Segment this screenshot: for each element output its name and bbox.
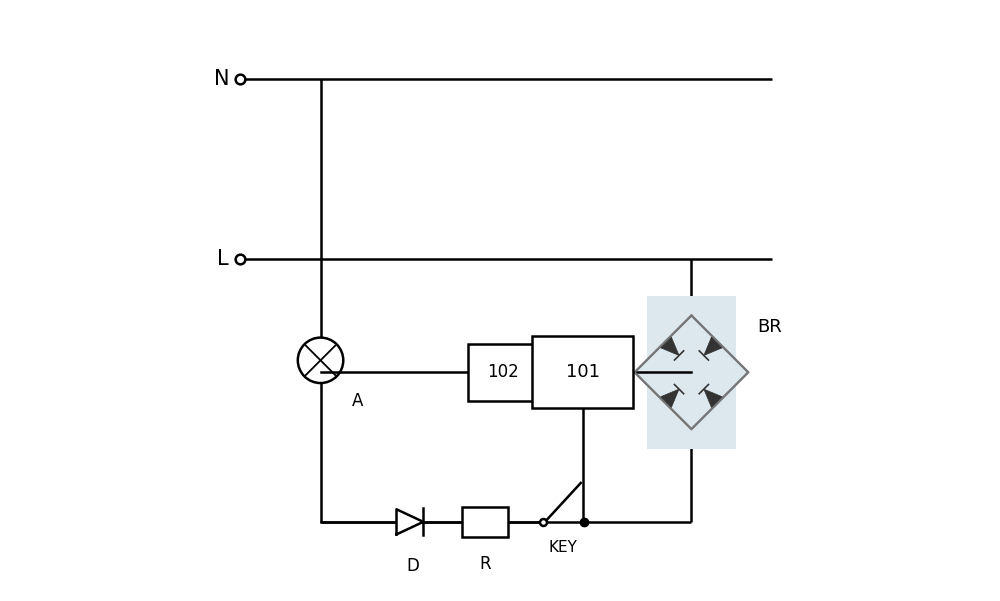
- Polygon shape: [635, 316, 748, 429]
- Text: D: D: [407, 557, 420, 575]
- Bar: [462, 507, 508, 537]
- Polygon shape: [661, 389, 679, 407]
- Text: N: N: [214, 69, 229, 89]
- Text: BR: BR: [757, 318, 782, 336]
- Polygon shape: [661, 337, 679, 355]
- Text: KEY: KEY: [549, 540, 578, 555]
- Bar: [468, 344, 538, 401]
- Text: A: A: [352, 392, 364, 410]
- Polygon shape: [704, 389, 722, 407]
- Circle shape: [298, 338, 343, 383]
- Text: 101: 101: [566, 363, 600, 381]
- Bar: [647, 296, 736, 449]
- Polygon shape: [704, 337, 722, 355]
- Bar: [532, 337, 633, 408]
- Text: 102: 102: [487, 363, 519, 381]
- Text: L: L: [217, 249, 229, 269]
- Text: R: R: [479, 555, 491, 573]
- Polygon shape: [397, 509, 423, 534]
